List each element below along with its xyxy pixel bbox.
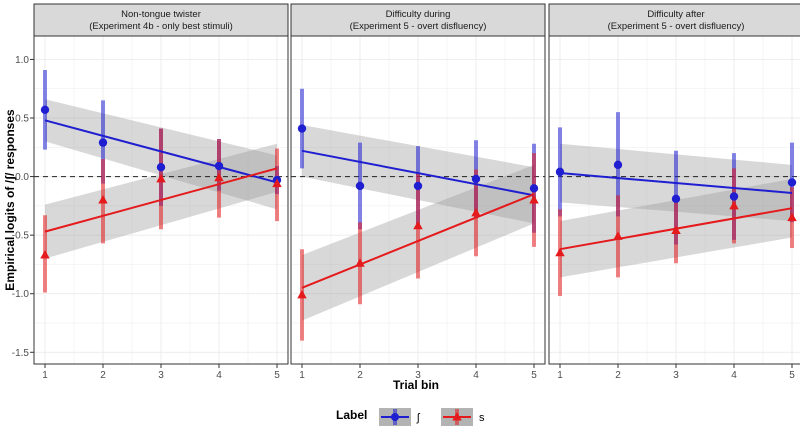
y-tick-label: -0.5 [12,231,30,242]
facet-panel-2: Difficulty during(Experiment 5 - overt d… [290,3,546,381]
data-point-s [729,200,739,210]
x-axis-title: Trial bin [393,378,439,392]
facet-strip [548,3,800,37]
x-tick-label: 5 [789,370,795,381]
data-point-sh [529,184,539,193]
data-point-sh [471,174,481,184]
data-point-sh [613,160,623,170]
x-tick-label: 1 [42,370,48,381]
data-point-s [156,173,166,183]
y-tick-label: -1.0 [12,289,30,300]
fit-line-sh [301,149,535,197]
data-point-s [297,289,307,299]
data-point-sh [214,161,224,171]
fit-line-sh [44,119,278,184]
legend-entry-s: s [441,408,485,426]
data-point-sh [671,194,681,204]
data-point-sh [297,124,307,133]
data-point-s [40,250,50,259]
data-point-sh [156,163,166,172]
data-point-s [413,220,423,230]
legend-title: Label [336,408,367,422]
facet-subtitle: (Experiment 5 - overt disfluency) [608,21,745,32]
data-point-sh [355,181,365,191]
facet-title: Difficulty after [647,9,704,20]
x-tick-label: 1 [557,370,563,381]
facet-subtitle: (Experiment 5 - overt disfluency) [350,21,487,32]
data-point-sh [98,138,108,147]
x-tick-label: 4 [731,370,737,381]
facet-panel-3: Difficulty after(Experiment 5 - overt di… [548,3,800,381]
data-point-s [272,178,282,188]
x-tick-label: 1 [299,370,305,381]
y-tick-label: 1.0 [15,55,29,66]
data-point-sh [555,167,565,177]
fit-line-s [44,167,278,233]
x-tick-label: 5 [274,370,280,381]
data-point-s [471,207,481,217]
x-tick-label: 3 [415,370,421,381]
legend-label: s [479,412,485,424]
data-point-s [787,212,797,222]
x-tick-label: 4 [473,370,479,381]
y-tick-label: 0.0 [15,172,29,183]
fit-line-sh [559,172,793,194]
facet-panels: Non-tongue twister(Experiment 4b - only … [33,3,800,381]
data-point-s [671,225,681,234]
data-point-s [529,195,539,204]
y-tick-label: -1.5 [12,348,30,359]
legend-label: ʃ [416,412,421,424]
facet-title: Difficulty during [386,9,451,20]
x-tick-label: 4 [216,370,222,381]
data-point-s [355,258,365,267]
y-tick-label: 0.5 [15,114,29,125]
fit-line-s [301,193,535,289]
data-point-sh [729,192,739,201]
legend-key-marker [452,412,462,421]
facet-subtitle: (Experiment 4b - only best stimuli) [89,21,233,32]
facet-panel-1: Non-tongue twister(Experiment 4b - only … [33,3,289,381]
data-point-s [555,247,565,257]
x-tick-label: 2 [357,370,363,381]
data-point-sh [413,181,423,191]
x-tick-label: 3 [158,370,164,381]
x-tick-label: 2 [100,370,106,381]
y-axis-ticks: 1.0 0.5 0.0 -0.5 -1.0 -1.5 [12,55,34,359]
data-point-sh [40,105,50,115]
facet-title: Non-tongue twister [121,9,201,20]
x-tick-label: 5 [531,370,537,381]
data-point-sh [787,178,797,187]
y-axis-title: Empirical logits of /ʃ/ responses [3,109,17,291]
facet-strip [33,3,289,37]
data-point-s [214,172,224,182]
x-tick-label: 2 [615,370,621,381]
data-point-s [613,231,623,240]
facet-strip [290,3,546,37]
data-point-s [98,195,108,204]
legend-entry-sh: ʃ [379,408,421,426]
legend-key-marker [391,413,399,421]
x-tick-label: 3 [673,370,679,381]
